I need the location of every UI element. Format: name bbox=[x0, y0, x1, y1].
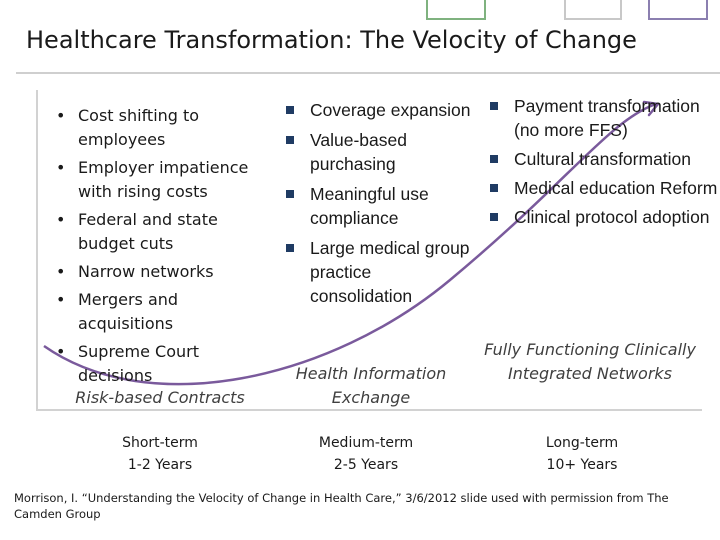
square-bullet-icon bbox=[490, 155, 498, 163]
list-item: Clinical protocol adoption bbox=[486, 205, 720, 229]
square-bullet-icon bbox=[490, 102, 498, 110]
timeframe-title: Long-term bbox=[545, 435, 619, 451]
square-bullet-icon bbox=[286, 106, 294, 114]
list-item: • Narrow networks bbox=[52, 260, 264, 284]
frame-left-border bbox=[36, 90, 38, 410]
medium-term-list: Coverage expansion Value-based purchasin… bbox=[282, 98, 472, 308]
square-bullet-icon bbox=[490, 213, 498, 221]
title-divider bbox=[16, 72, 720, 74]
source-citation: Morrison, I. “Understanding the Velocity… bbox=[14, 491, 669, 521]
list-item: Large medical group practice consolidati… bbox=[282, 236, 472, 308]
timeframe-medium-term: Medium-term 2-5 Years bbox=[296, 432, 436, 476]
square-bullet-icon bbox=[286, 244, 294, 252]
long-term-column: Payment transformation (no more FFS) Cul… bbox=[486, 94, 720, 234]
timeframe-long-term: Long-term 10+ Years bbox=[512, 432, 652, 476]
list-item: Cultural transformation bbox=[486, 147, 720, 171]
list-item: • Mergers and acquisitions bbox=[56, 290, 179, 333]
list-item: • Employer impatience with rising costs bbox=[56, 158, 249, 201]
decorative-tab-purple bbox=[648, 0, 708, 20]
stage-name-medium-term: Health Information Exchange bbox=[295, 364, 447, 407]
bullet-icon: • bbox=[56, 290, 66, 309]
bullet-icon: • bbox=[56, 210, 66, 229]
list-item: Meaningful use compliance bbox=[282, 182, 472, 230]
slide-title: Healthcare Transformation: The Velocity … bbox=[26, 26, 637, 54]
medium-term-column: Coverage expansion Value-based purchasin… bbox=[282, 98, 472, 314]
timeframe-title: Medium-term bbox=[318, 435, 414, 451]
stage-name-short-term: Risk-based Contracts bbox=[75, 388, 245, 407]
list-item: Value-based purchasing bbox=[282, 128, 472, 176]
short-term-column: • Cost shifting to employees • Employer im… bbox=[52, 104, 264, 392]
list-item: Coverage expansion bbox=[282, 98, 472, 122]
square-bullet-icon bbox=[286, 190, 294, 198]
bullet-icon: • bbox=[56, 158, 66, 177]
list-item: • Supreme Court decisions bbox=[56, 342, 199, 385]
short-term-list: • Cost shifting to employees • Employer im… bbox=[52, 104, 264, 388]
timeframe-duration: 1-2 Years bbox=[127, 457, 193, 473]
bullet-icon: • bbox=[56, 262, 66, 281]
list-item: Medical education Reform bbox=[486, 176, 720, 200]
square-bullet-icon bbox=[286, 136, 294, 144]
long-term-list: Payment transformation (no more FFS) Cul… bbox=[486, 94, 720, 229]
frame-bottom-border bbox=[36, 409, 702, 411]
timeframe-title: Short-term bbox=[122, 435, 198, 451]
list-item: Payment transformation (no more FFS) bbox=[486, 94, 720, 142]
bullet-icon: • bbox=[56, 342, 66, 361]
decorative-tab-gray bbox=[564, 0, 622, 20]
bullet-icon: • bbox=[56, 106, 66, 125]
timeframe-short-term: Short-term 1-2 Years bbox=[90, 432, 230, 476]
stage-name-long-term: Fully Functioning Clinically Integrated … bbox=[484, 340, 696, 383]
decorative-tab-green bbox=[426, 0, 486, 20]
square-bullet-icon bbox=[490, 184, 498, 192]
timeframe-duration: 2-5 Years bbox=[333, 457, 399, 473]
timeframe-duration: 10+ Years bbox=[546, 457, 618, 473]
list-item: • Cost shifting to employees bbox=[56, 106, 200, 149]
list-item: • Federal and state budget cuts bbox=[56, 210, 218, 253]
